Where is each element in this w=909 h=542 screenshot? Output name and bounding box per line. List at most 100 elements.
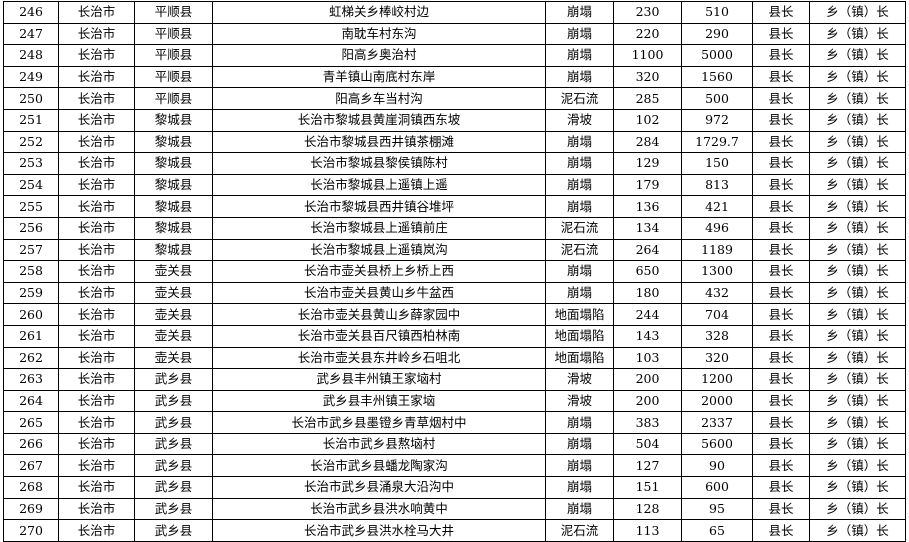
hazard-type: 地面塌陷 xyxy=(545,346,614,370)
table-row: 252 长治市 黎城县 长治市黎城县西井镇茶棚滩 崩塌 284 1729.7 县长 乡（镇）长 xyxy=(3,130,906,154)
row-number: 264 xyxy=(3,389,59,413)
town-head: 乡（镇）长 xyxy=(809,519,906,542)
county-head: 县长 xyxy=(752,476,810,499)
county-head: 县长 xyxy=(752,87,810,110)
people: 200 xyxy=(613,368,682,391)
people: 143 xyxy=(613,324,682,348)
row-number: 261 xyxy=(3,324,59,348)
hazard-type: 崩塌 xyxy=(545,152,614,175)
town-head: 乡（镇）长 xyxy=(809,238,906,262)
town-head: 乡（镇）长 xyxy=(809,411,906,434)
location: 虹梯关乡棒峧村边 xyxy=(212,1,546,24)
property: 5600 xyxy=(681,432,753,456)
people: 128 xyxy=(613,497,682,521)
location: 阳高乡奥治村 xyxy=(212,44,546,67)
city: 长治市 xyxy=(58,195,135,218)
row-number: 267 xyxy=(3,454,59,478)
hazard-type: 崩塌 xyxy=(545,411,614,434)
property: 90 xyxy=(681,454,753,478)
hazard-type: 滑坡 xyxy=(545,368,614,391)
people: 650 xyxy=(613,260,682,283)
city: 长治市 xyxy=(58,497,135,521)
city: 长治市 xyxy=(58,130,135,154)
county-head: 县长 xyxy=(752,130,810,154)
county: 黎城县 xyxy=(134,173,213,197)
town-head: 乡（镇）长 xyxy=(809,22,906,46)
people: 1100 xyxy=(613,44,682,67)
table-row: 260 长治市 壶关县 长治市壶关县黄山乡薛家园中 地面塌陷 244 704 县长 乡（镇）长 xyxy=(3,303,906,326)
hazard-type: 崩塌 xyxy=(545,173,614,197)
table-row: 255 长治市 黎城县 长治市黎城县西井镇谷堆坪 崩塌 136 421 县长 乡（镇）长 xyxy=(3,195,906,218)
town-head: 乡（镇）长 xyxy=(809,87,906,110)
town-head: 乡（镇）长 xyxy=(809,324,906,348)
county-head: 县长 xyxy=(752,1,810,24)
county-head: 县长 xyxy=(752,497,810,521)
town-head: 乡（镇）长 xyxy=(809,454,906,478)
county: 武乡县 xyxy=(134,432,213,456)
county-head: 县长 xyxy=(752,519,810,542)
property: 972 xyxy=(681,108,753,132)
table-row: 250 长治市 平顺县 阳高乡车当村沟 泥石流 285 500 县长 乡（镇）长 xyxy=(3,87,906,110)
county: 黎城县 xyxy=(134,152,213,175)
hazard-type: 崩塌 xyxy=(545,260,614,283)
county-head: 县长 xyxy=(752,44,810,67)
county-head: 县长 xyxy=(752,65,810,89)
county-head: 县长 xyxy=(752,216,810,240)
property: 1560 xyxy=(681,65,753,89)
people: 127 xyxy=(613,454,682,478)
city: 长治市 xyxy=(58,87,135,110)
city: 长治市 xyxy=(58,260,135,283)
location: 长治市黎城县上遥镇前庄 xyxy=(212,216,546,240)
city: 长治市 xyxy=(58,454,135,478)
city: 长治市 xyxy=(58,432,135,456)
table-row: 251 长治市 黎城县 长治市黎城县黄崖洞镇西东坡 滑坡 102 972 县长 乡（镇）长 xyxy=(3,108,906,132)
city: 长治市 xyxy=(58,303,135,326)
location: 武乡县丰州镇王家垴村 xyxy=(212,368,546,391)
row-number: 266 xyxy=(3,432,59,456)
property: 150 xyxy=(681,152,753,175)
table-row: 269 长治市 武乡县 长治市武乡县洪水响黄中 崩塌 128 95 县长 乡（镇）长 xyxy=(3,497,906,521)
people: 220 xyxy=(613,22,682,46)
property: 421 xyxy=(681,195,753,218)
row-number: 262 xyxy=(3,346,59,370)
row-number: 249 xyxy=(3,65,59,89)
people: 151 xyxy=(613,476,682,499)
row-number: 260 xyxy=(3,303,59,326)
location: 长治市壶关县黄山乡薛家园中 xyxy=(212,303,546,326)
hazard-type: 崩塌 xyxy=(545,195,614,218)
people: 102 xyxy=(613,108,682,132)
hazard-type: 泥石流 xyxy=(545,238,614,262)
hazard-type: 泥石流 xyxy=(545,519,614,542)
county: 平顺县 xyxy=(134,44,213,67)
county: 壶关县 xyxy=(134,281,213,305)
row-number: 268 xyxy=(3,476,59,499)
row-number: 252 xyxy=(3,130,59,154)
table-row: 257 长治市 黎城县 长治市黎城县上遥镇岚沟 泥石流 264 1189 县长 乡（镇）长 xyxy=(3,238,906,262)
hazard-type: 崩塌 xyxy=(545,1,614,24)
hazard-type: 崩塌 xyxy=(545,281,614,305)
property: 1189 xyxy=(681,238,753,262)
property: 500 xyxy=(681,87,753,110)
people: 179 xyxy=(613,173,682,197)
county-head: 县长 xyxy=(752,152,810,175)
location: 长治市武乡县墨镫乡青草烟村中 xyxy=(212,411,546,434)
county-head: 县长 xyxy=(752,324,810,348)
row-number: 263 xyxy=(3,368,59,391)
property: 1200 xyxy=(681,368,753,391)
table-row: 264 长治市 武乡县 武乡县丰州镇王家垴 滑坡 200 2000 县长 乡（镇）长 xyxy=(3,389,906,413)
row-number: 269 xyxy=(3,497,59,521)
table-row: 256 长治市 黎城县 长治市黎城县上遥镇前庄 泥石流 134 496 县长 乡（镇）长 xyxy=(3,216,906,240)
property: 2000 xyxy=(681,389,753,413)
county-head: 县长 xyxy=(752,368,810,391)
county: 平顺县 xyxy=(134,87,213,110)
row-number: 250 xyxy=(3,87,59,110)
people: 129 xyxy=(613,152,682,175)
hazard-type: 崩塌 xyxy=(545,65,614,89)
table-row: 261 长治市 壶关县 长治市壶关县百尺镇西柏林南 地面塌陷 143 328 县长 乡（镇）长 xyxy=(3,324,906,348)
county-head: 县长 xyxy=(752,346,810,370)
town-head: 乡（镇）长 xyxy=(809,368,906,391)
table-row: 267 长治市 武乡县 长治市武乡县蟠龙陶家沟 崩塌 127 90 县长 乡（镇）长 xyxy=(3,454,906,478)
hazard-type: 滑坡 xyxy=(545,108,614,132)
town-head: 乡（镇）长 xyxy=(809,44,906,67)
people: 284 xyxy=(613,130,682,154)
